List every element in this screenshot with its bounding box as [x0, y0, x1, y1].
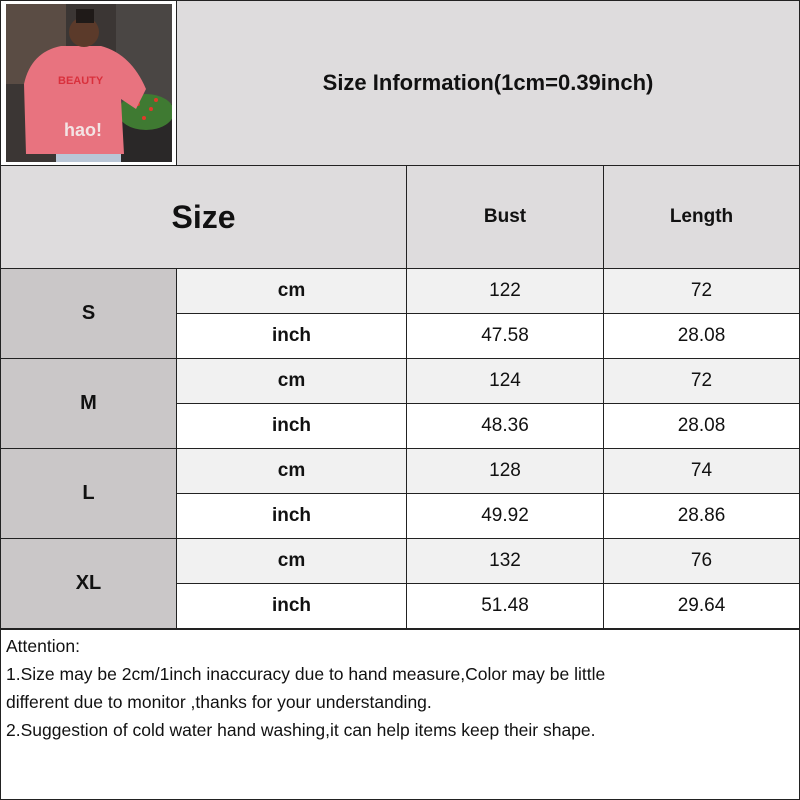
note-line: 1.Size may be 2cm/1inch inaccuracy due t… [6, 664, 606, 684]
unit-label: inch [176, 313, 407, 359]
bust-value: 51.48 [406, 583, 604, 629]
unit-label: cm [176, 268, 407, 314]
svg-text:hao!: hao! [64, 120, 102, 140]
product-photo-cell: BEAUTY hao! [0, 0, 177, 166]
unit-label: inch [176, 403, 407, 449]
length-value: 72 [603, 268, 800, 314]
length-value: 28.08 [603, 313, 800, 359]
length-value: 76 [603, 538, 800, 584]
size-label: L [0, 448, 177, 539]
unit-label: inch [176, 583, 407, 629]
bust-value: 122 [406, 268, 604, 314]
notes-heading: Attention: [6, 636, 80, 656]
unit-label: cm [176, 538, 407, 584]
svg-text:BEAUTY: BEAUTY [58, 75, 104, 87]
size-label: XL [0, 538, 177, 629]
unit-label: cm [176, 358, 407, 404]
length-value: 28.08 [603, 403, 800, 449]
chart-title: Size Information(1cm=0.39inch) [176, 0, 800, 166]
bust-value: 48.36 [406, 403, 604, 449]
bust-value: 124 [406, 358, 604, 404]
header-bust: Bust [406, 165, 604, 269]
size-label: M [0, 358, 177, 449]
length-value: 72 [603, 358, 800, 404]
bust-value: 128 [406, 448, 604, 494]
header-length: Length [603, 165, 800, 269]
length-value: 29.64 [603, 583, 800, 629]
length-value: 28.86 [603, 493, 800, 539]
bust-value: 47.58 [406, 313, 604, 359]
note-line: different due to monitor ,thanks for you… [6, 692, 432, 712]
unit-label: cm [176, 448, 407, 494]
bust-value: 49.92 [406, 493, 604, 539]
note-line: 2.Suggestion of cold water hand washing,… [6, 720, 596, 740]
product-photo: BEAUTY hao! [5, 4, 172, 162]
length-value: 74 [603, 448, 800, 494]
header-size: Size [0, 165, 407, 269]
attention-notes: Attention: 1.Size may be 2cm/1inch inacc… [0, 629, 800, 800]
size-label: S [0, 268, 177, 359]
bust-value: 132 [406, 538, 604, 584]
unit-label: inch [176, 493, 407, 539]
